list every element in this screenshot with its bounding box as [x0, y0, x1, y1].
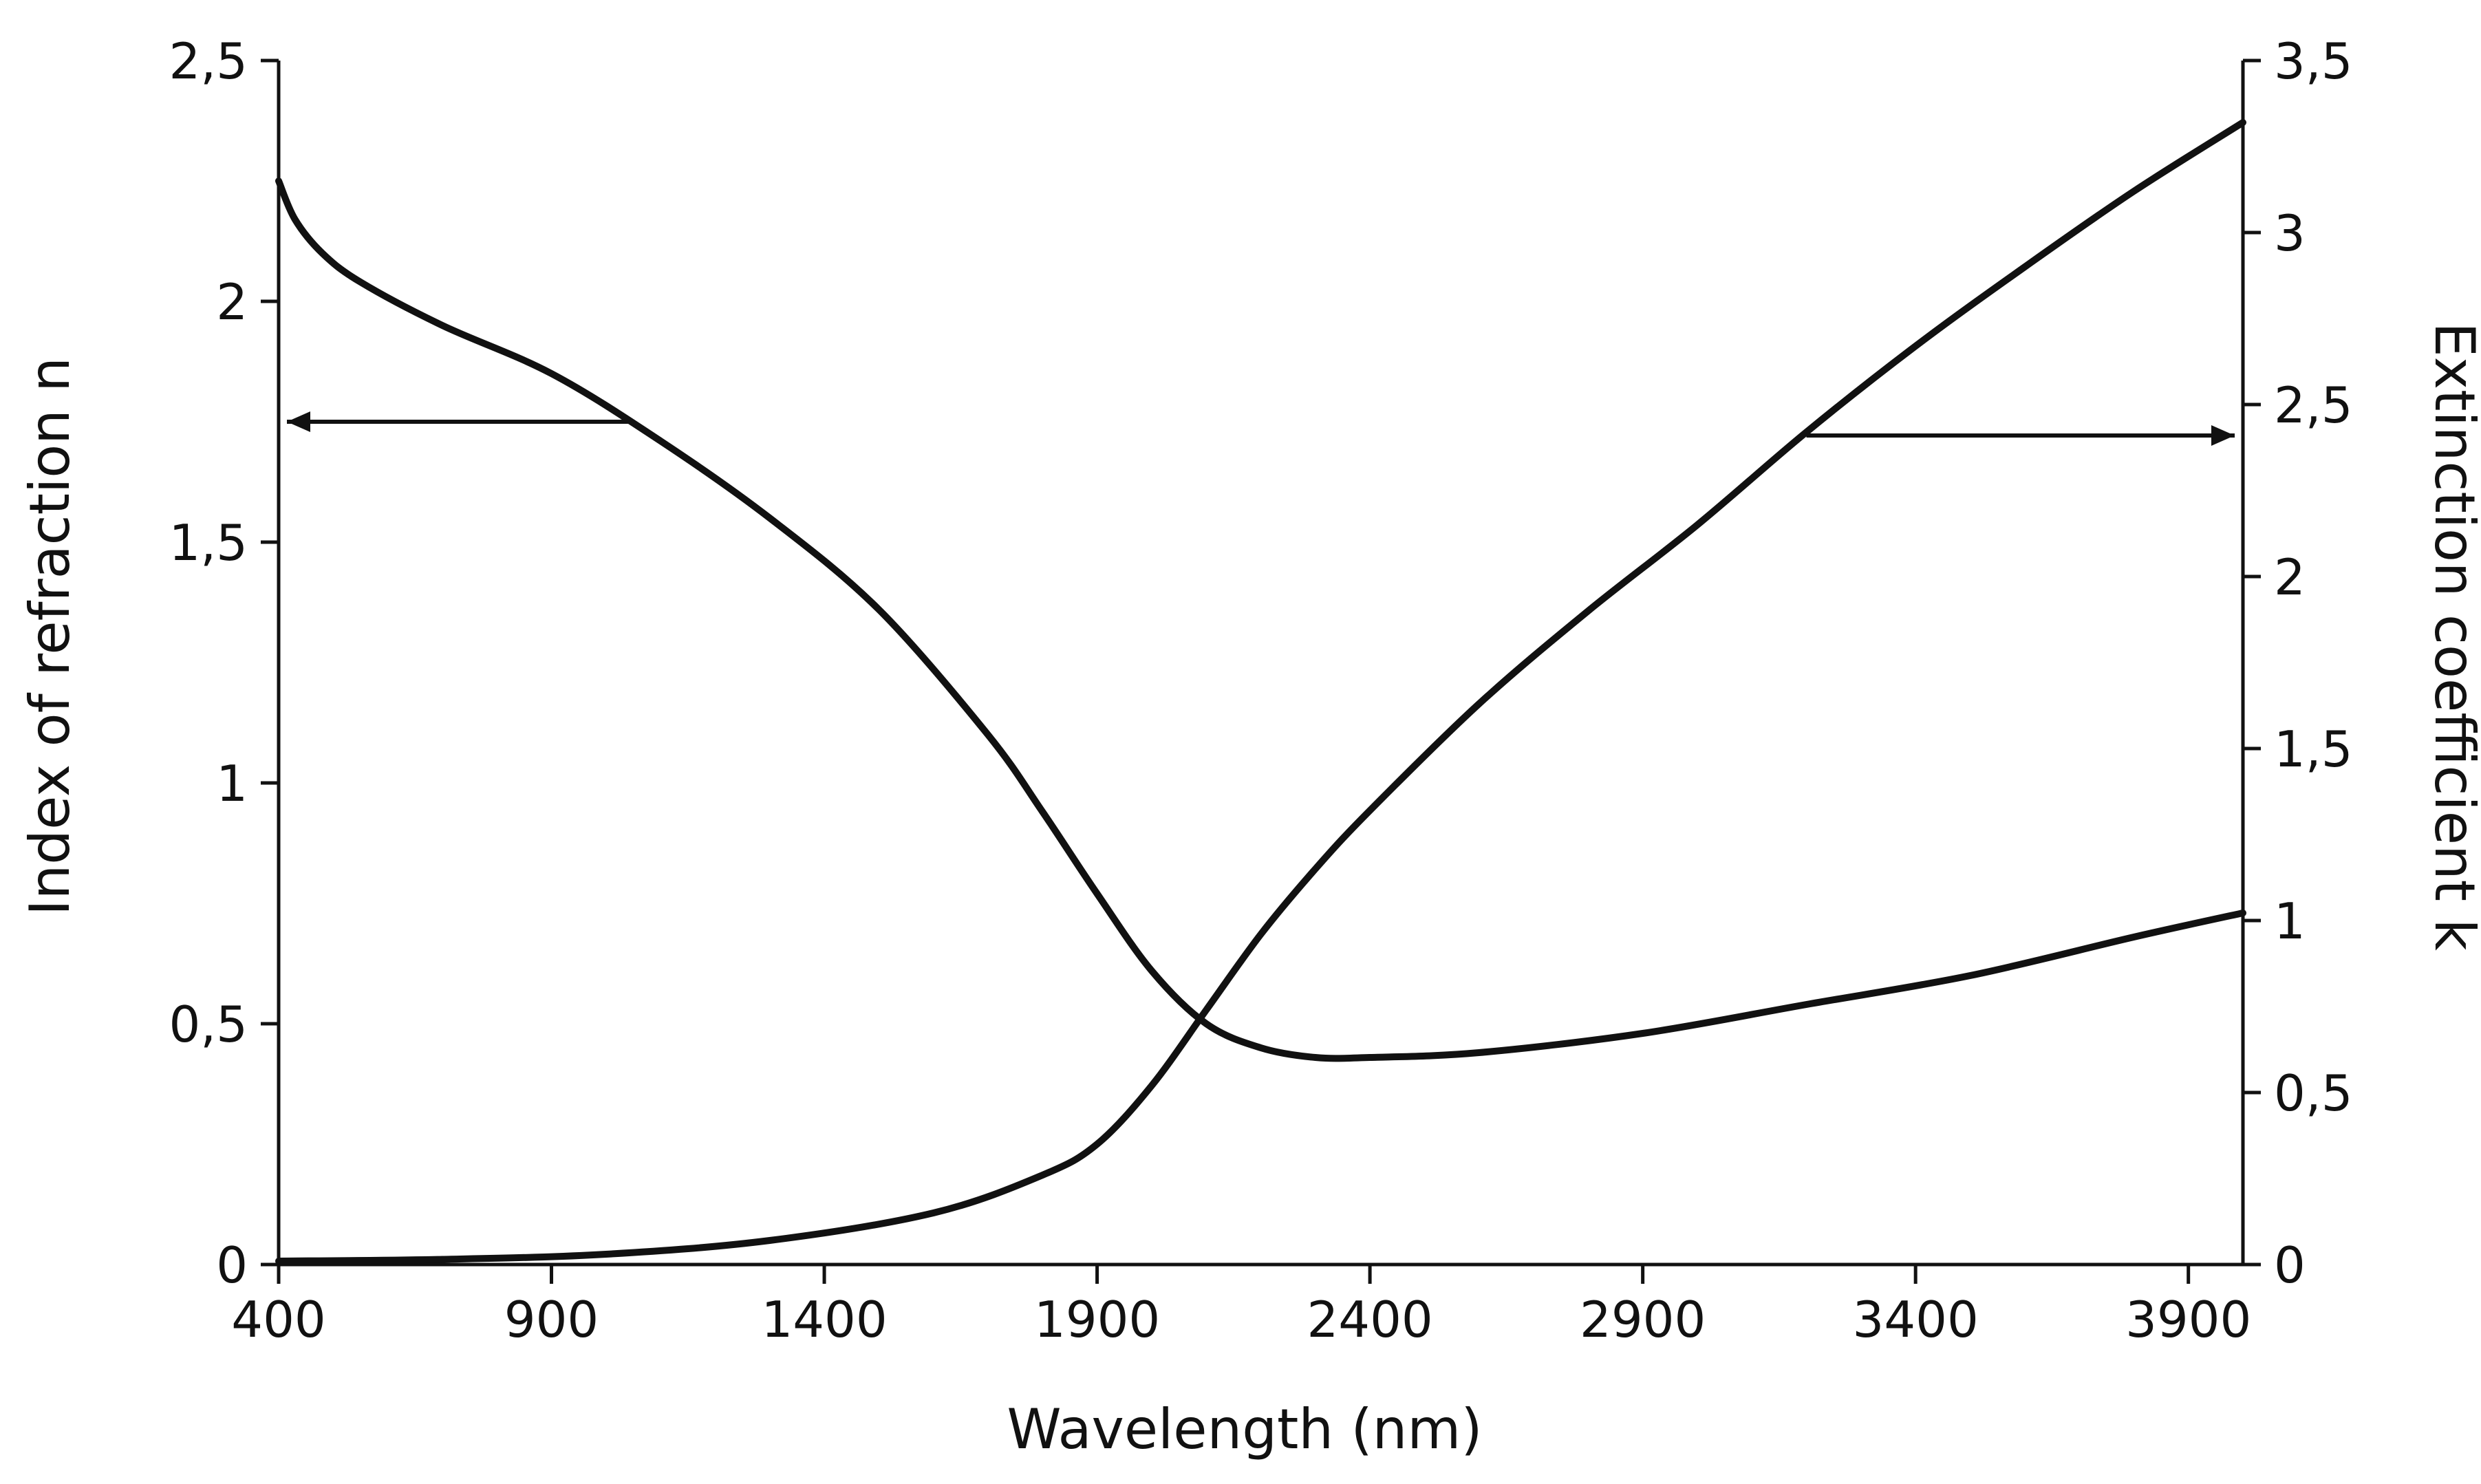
right-y-tick-label: 2: [2274, 548, 2306, 606]
right-y-tick-label: 3: [2274, 204, 2306, 262]
x-tick-label: 2400: [1307, 1291, 1432, 1348]
right-y-tick-label: 0: [2274, 1236, 2306, 1294]
annotations-group: [287, 411, 2235, 446]
k-axis-arrow-head: [2211, 425, 2235, 446]
x-tick-label: 3400: [1853, 1291, 1979, 1348]
right-y-tick-label: 0,5: [2274, 1064, 2353, 1122]
n-axis-arrow-head: [287, 411, 310, 432]
series-group: [275, 119, 2246, 1265]
series-line-k: [275, 119, 2246, 1265]
left-y-tick-label: 0,5: [169, 996, 248, 1053]
right-y-axis-title: Extinction coefficient k: [2423, 322, 2481, 951]
x-tick-label: 900: [504, 1291, 599, 1348]
right-y-tick-label: 1: [2274, 892, 2306, 950]
left-y-tick-label: 1,5: [169, 514, 248, 572]
x-tick-label: 2900: [1580, 1291, 1706, 1348]
axes-group: [277, 61, 2245, 1267]
left-y-tick-label: 2,5: [169, 32, 248, 90]
right-y-tick-label: 3,5: [2274, 32, 2353, 90]
x-tick-label: 3900: [2125, 1291, 2251, 1348]
series-line-n: [275, 178, 2246, 1062]
left-y-tick-label: 0: [216, 1236, 248, 1294]
x-tick-label: 400: [231, 1291, 325, 1348]
ticks-group: 400 900 1400 1900 2400 2900 3400 3900 0 0,5 1 1,5 2 2…: [169, 32, 2352, 1348]
x-tick-label: 1400: [761, 1291, 887, 1348]
left-y-tick-label: 1: [216, 755, 248, 813]
x-axis-title: Wavelength (nm): [1007, 1397, 1482, 1461]
x-tick-label: 1900: [1034, 1291, 1160, 1348]
right-y-tick-label: 1,5: [2274, 720, 2353, 778]
left-y-tick-label: 2: [216, 273, 248, 331]
left-y-axis-title: Index of refraction n: [18, 357, 82, 916]
right-y-tick-label: 2,5: [2274, 376, 2353, 434]
